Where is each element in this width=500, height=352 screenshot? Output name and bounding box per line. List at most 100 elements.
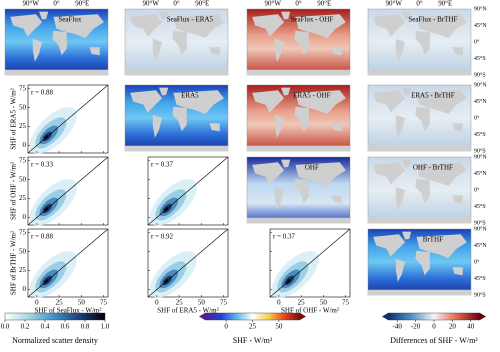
colorbar-tick-label: 20 — [449, 323, 457, 331]
r-value: r = 0.92 — [151, 233, 174, 241]
y-axis-label: SHF of ERA5 - W/m² — [10, 88, 18, 149]
map-land — [395, 38, 406, 62]
y-tick-label: 0 — [23, 285, 27, 293]
lat-label: 45°S — [474, 275, 486, 282]
map-land — [209, 123, 220, 132]
x-tick-label: 75 — [100, 299, 108, 307]
r-value: r = 0.33 — [31, 161, 54, 169]
map-land — [158, 87, 169, 96]
lon-label: 90°E — [438, 0, 452, 8]
lat-label: 90°N — [474, 81, 487, 88]
map-land — [280, 11, 291, 20]
x-tick-label: 50 — [78, 299, 86, 307]
lon-label: 90°E — [195, 0, 209, 8]
map-land — [415, 30, 430, 56]
map-land — [401, 159, 412, 168]
lon-label: 90°W — [143, 0, 160, 8]
y-tick-label: 50 — [19, 175, 27, 183]
colorbar-tick-label: 40 — [467, 323, 475, 331]
one-to-one-line — [27, 156, 109, 226]
map-land — [331, 47, 342, 56]
x-tick-label: 25 — [298, 299, 306, 307]
colorbar — [204, 312, 301, 321]
lat-label: 45°S — [474, 55, 486, 62]
map-land — [401, 231, 412, 240]
colorbar-label: Differences of SHF - W/m² — [390, 336, 478, 345]
map-land — [173, 14, 224, 39]
map-land — [38, 11, 49, 20]
lon-label: 0° — [173, 0, 180, 8]
map-land — [53, 14, 104, 39]
lat-label: 90°S — [474, 219, 486, 226]
lon-label: 90°E — [75, 0, 89, 8]
map-land — [416, 90, 467, 115]
y-tick-label: 75 — [19, 156, 27, 164]
r-value: r = 0.37 — [273, 233, 296, 241]
y-tick-label: 0 — [23, 213, 27, 221]
map-land — [5, 69, 108, 75]
y-tick-label: 50 — [19, 247, 27, 255]
map-title: BrTHF — [423, 236, 443, 244]
map-land — [373, 90, 406, 113]
colorbar-extend-low — [199, 313, 205, 320]
one-to-one-line — [147, 156, 229, 226]
colorbar-tick-label: 0.8 — [81, 323, 90, 331]
map-land — [295, 14, 346, 39]
map-land — [125, 69, 228, 75]
y-tick-label: 25 — [19, 266, 27, 274]
map-land — [415, 250, 430, 276]
y-axis-label: SHF of BrTHF - W/m² — [10, 231, 18, 295]
colorbar-tick-label: 25 — [249, 323, 257, 331]
map-land — [89, 47, 100, 56]
map-land — [32, 38, 43, 62]
lon-label: 90°W — [23, 0, 40, 8]
lat-label: 0° — [474, 114, 480, 121]
lon-label: 90°W — [265, 0, 282, 8]
lat-label: 45°S — [474, 131, 486, 138]
lat-label: 45°N — [474, 170, 487, 177]
map-title: SeaFlux - ERA5 — [167, 16, 214, 24]
x-axis-label: SHF of ERA5 - W/m² — [157, 307, 218, 315]
colorbar-label: SHF - W/m² — [233, 336, 273, 345]
lon-label: 0° — [295, 0, 302, 8]
map-land — [280, 159, 291, 168]
map-land — [294, 178, 309, 204]
map-land — [416, 234, 467, 259]
lat-label: 90°S — [474, 71, 486, 78]
lat-label: 45°S — [474, 203, 486, 210]
colorbar-tick-label: 0.2 — [21, 323, 30, 331]
map-land — [130, 90, 163, 113]
lon-label: 0° — [53, 0, 60, 8]
map-land — [415, 178, 430, 204]
map-land — [152, 114, 163, 138]
map-land — [294, 106, 309, 132]
colorbar-tick-label: -40 — [393, 323, 403, 331]
lat-label: 90°N — [474, 225, 487, 232]
map-land — [395, 114, 406, 138]
colorbar-extend-low — [382, 313, 388, 320]
colorbar-tick-label: 50 — [275, 323, 283, 331]
one-to-one-line — [269, 228, 351, 298]
lat-label: 0° — [474, 258, 480, 265]
x-tick-label: 75 — [220, 299, 228, 307]
map-land — [10, 14, 43, 37]
map-land — [209, 47, 220, 56]
map-land — [368, 289, 471, 295]
x-tick-label: 0 — [277, 299, 281, 307]
map-land — [172, 106, 187, 132]
map-land — [295, 162, 346, 187]
lat-label: 0° — [474, 38, 480, 45]
colorbar-tick-label: 0 — [432, 323, 436, 331]
map-land — [252, 162, 285, 185]
x-axis-label: SHF of OHF - W/m² — [281, 307, 339, 315]
colorbar-tick-label: -20 — [411, 323, 421, 331]
y-tick-label: 0 — [23, 141, 27, 149]
lat-label: 45°N — [474, 242, 487, 249]
one-to-one-line — [27, 84, 109, 154]
colorbar — [387, 312, 481, 321]
map-title: SeaFlux - OHF — [290, 16, 333, 24]
map-land — [395, 186, 406, 210]
lon-label: 0° — [416, 0, 423, 8]
map-land — [395, 258, 406, 282]
